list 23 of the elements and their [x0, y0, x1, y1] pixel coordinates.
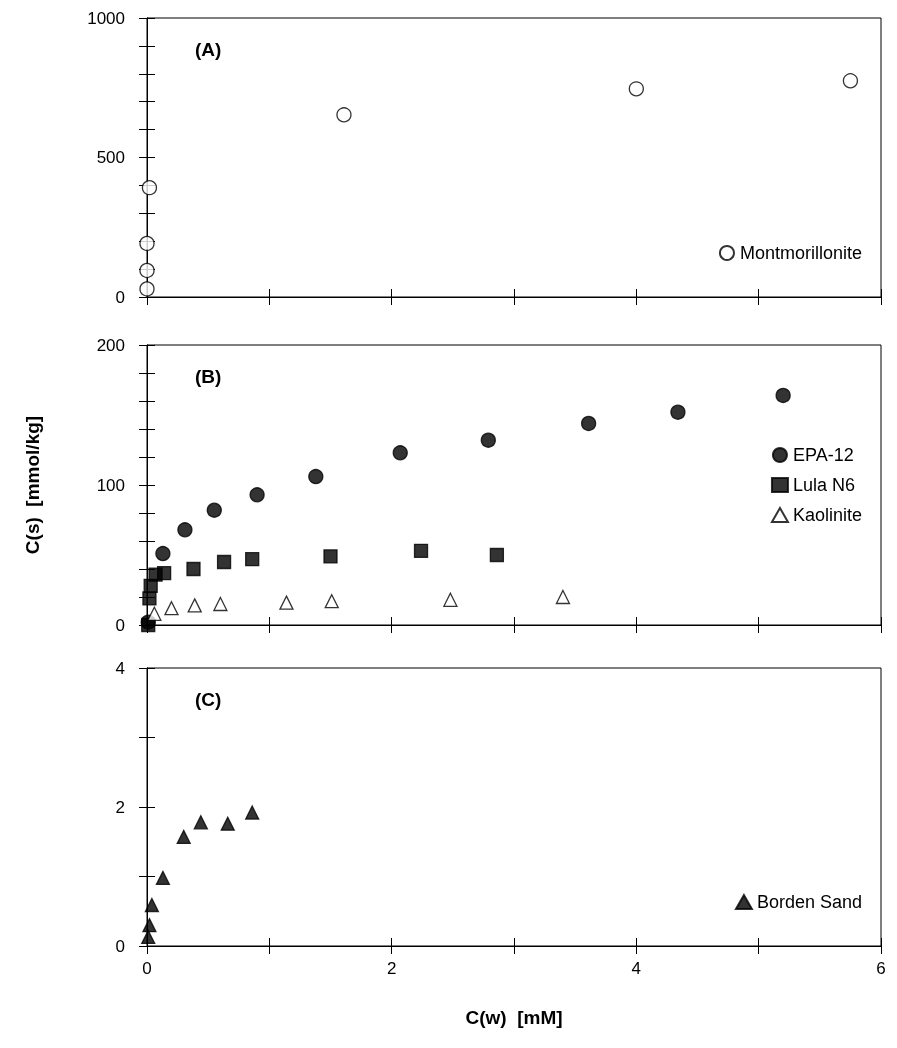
annotation: (A)	[195, 39, 222, 60]
legend-label: Kaolinite	[792, 505, 862, 525]
y-tick-label: 0	[115, 287, 125, 307]
y-tick-label: 1000	[87, 8, 125, 28]
annotation: (B)	[195, 366, 222, 387]
legend-label: Borden Sand	[756, 892, 863, 912]
y-tick-label: 500	[96, 148, 125, 167]
y-tick-label: 4	[115, 658, 125, 678]
legend-label: Lula N6	[792, 475, 855, 495]
x-tick-label: 6	[876, 959, 886, 978]
y-tick-label: 0	[115, 936, 125, 956]
y-tick-label: 100	[96, 475, 125, 495]
legend-label: EPA-12	[792, 445, 854, 465]
legend-label: Montmorillonite	[739, 243, 862, 263]
y-axis-title: C(s) [mmol/kg]	[22, 415, 43, 555]
y-tick-label: 0	[115, 615, 125, 635]
y-tick-label: 200	[96, 335, 125, 355]
x-axis-title: C(w) [mM]	[465, 1007, 563, 1028]
x-tick-label: 0	[142, 959, 152, 978]
x-tick-label: 4	[631, 959, 642, 978]
annotation: (C)	[195, 689, 222, 710]
y-tick-label: 2	[115, 797, 125, 817]
x-tick-label: 2	[386, 959, 397, 978]
